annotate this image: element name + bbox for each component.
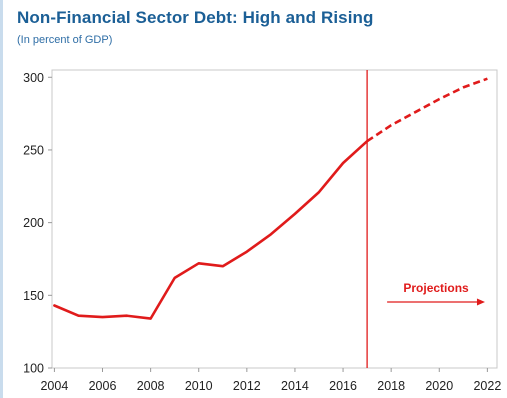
y-tick-label: 200 xyxy=(23,216,44,230)
x-tick-label: 2006 xyxy=(89,379,117,393)
y-tick-label: 250 xyxy=(23,143,44,157)
historical-debt-line xyxy=(53,139,369,320)
x-tick-label: 2012 xyxy=(233,379,261,393)
plot-area xyxy=(51,69,498,369)
y-tick-label: 100 xyxy=(23,362,44,376)
series-lines xyxy=(53,70,488,368)
x-tick-label: 2014 xyxy=(281,379,309,393)
annotations: Projections xyxy=(387,281,485,306)
x-tick-label: 2018 xyxy=(377,379,405,393)
x-tick-label: 2016 xyxy=(329,379,357,393)
x-tick-label: 2004 xyxy=(40,379,68,393)
x-tick-label: 2020 xyxy=(425,379,453,393)
projections-label: Projections xyxy=(403,281,469,295)
x-tick-label: 2008 xyxy=(137,379,165,393)
y-tick-label: 300 xyxy=(23,71,44,85)
projected-debt-line xyxy=(366,77,488,143)
y-tick-label: 150 xyxy=(23,289,44,303)
x-tick-label: 2022 xyxy=(473,379,501,393)
left-accent-rule xyxy=(0,0,3,398)
x-tick-label: 2010 xyxy=(185,379,213,393)
chart-subtitle: (In percent of GDP) xyxy=(17,34,113,46)
chart-title: Non-Financial Sector Debt: High and Risi… xyxy=(17,8,374,27)
projections-arrow-head xyxy=(476,298,485,306)
axis-ticks: 100 150 200 250 300 2004 2006 2008 2010 2012 2014 2… xyxy=(23,71,501,393)
